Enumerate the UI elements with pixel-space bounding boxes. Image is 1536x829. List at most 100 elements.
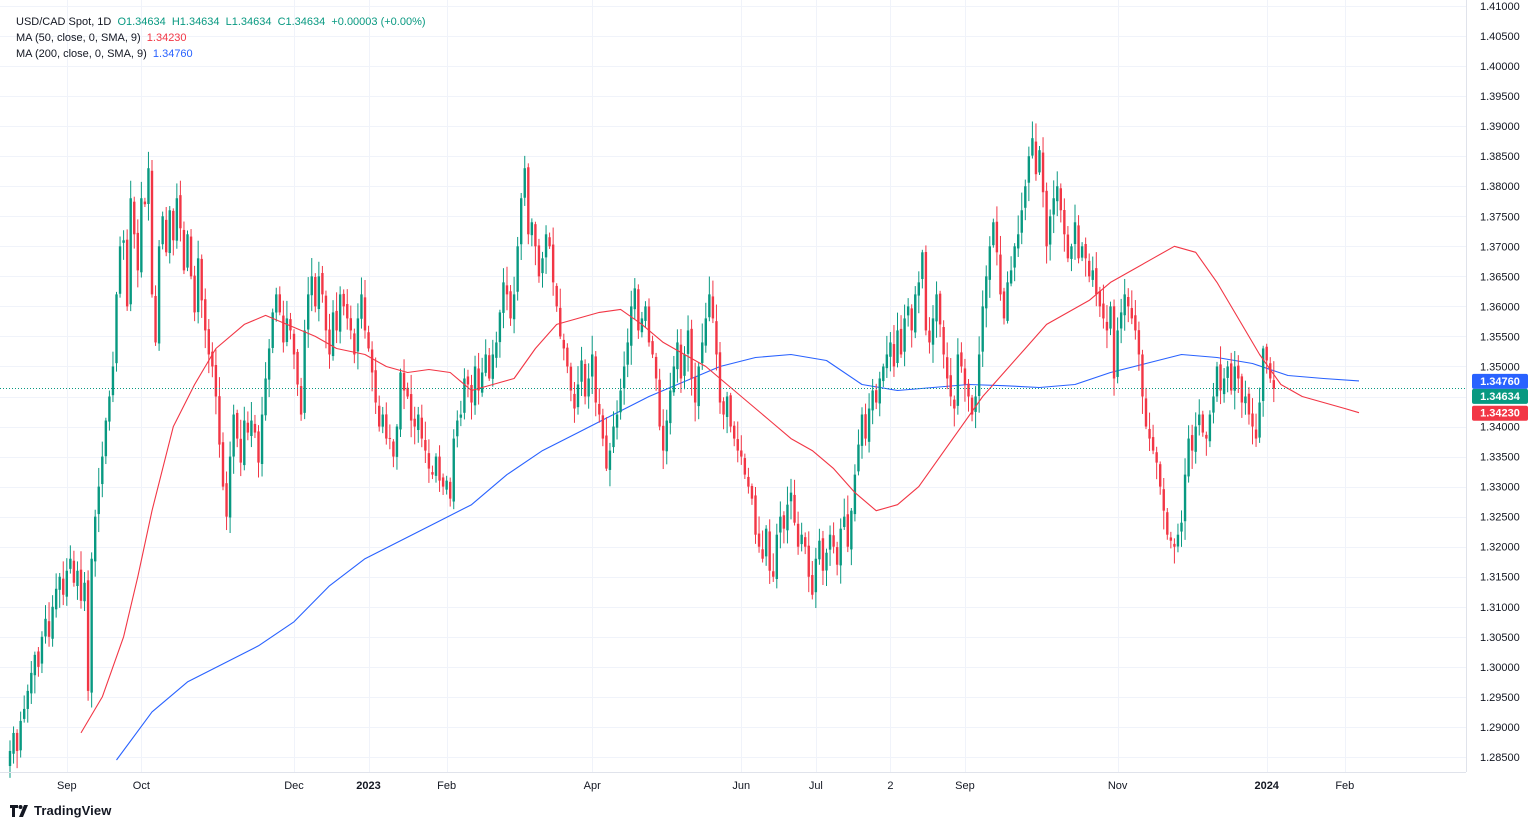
candles (8, 121, 1275, 778)
candle-body (537, 245, 541, 277)
candle-body (747, 476, 750, 487)
candle (452, 429, 455, 510)
ma50-line (80, 245, 1360, 734)
x-tick-label: Feb (1335, 780, 1354, 792)
candle (477, 352, 480, 405)
candle-body (1048, 216, 1052, 245)
candle (62, 561, 65, 606)
candle-body (69, 558, 72, 569)
candle-body (867, 408, 871, 442)
candle-body (697, 366, 700, 407)
candle-body (427, 453, 431, 469)
ma200-label: MA (200, close, 0, SMA, 9) (16, 48, 147, 60)
candle (647, 298, 651, 347)
candle-body (51, 606, 54, 639)
candle (1006, 271, 1009, 324)
x-tick-label: 2023 (356, 780, 380, 792)
candle (626, 328, 629, 378)
candle-body (1059, 188, 1062, 211)
candle (328, 313, 331, 369)
candle-body (1077, 225, 1080, 259)
candle (257, 425, 260, 478)
candle (502, 268, 505, 329)
symbol-label: USD/CAD Spot, 1D (16, 16, 112, 28)
candle (1063, 198, 1066, 252)
candle (381, 406, 384, 434)
candle-body (608, 450, 612, 470)
candle-body (669, 390, 672, 424)
x-axis[interactable]: Sep Oct Dec 2023 Feb Apr Jun Jul 2 Sep Nov 2024 Feb (0, 772, 1466, 793)
candle-body (715, 321, 718, 355)
candle-body (1137, 330, 1141, 355)
candle (537, 238, 541, 283)
candle-body (786, 504, 789, 531)
candle-body (906, 306, 910, 316)
grid (0, 0, 1466, 772)
candle-body (275, 294, 278, 313)
candle (811, 561, 814, 600)
candle (90, 552, 93, 708)
candle (409, 374, 413, 438)
y-tick-label: 1.29000 (1480, 722, 1520, 734)
candle-body (161, 216, 164, 245)
candle (857, 429, 860, 476)
candle (1173, 538, 1176, 564)
candle (928, 317, 931, 354)
candle (644, 301, 647, 328)
price-tag-box (1472, 388, 1528, 404)
candle (711, 280, 715, 324)
legend-ma50[interactable]: MA (50, close, 0, SMA, 9) 1.34230 (16, 30, 429, 46)
candle-body (324, 295, 328, 331)
candle (885, 335, 889, 378)
candle (1031, 121, 1034, 159)
candle-body (399, 372, 402, 430)
candle-body (1141, 354, 1144, 397)
candle-body (1247, 393, 1251, 415)
candle (722, 397, 725, 430)
candle-body (1198, 414, 1201, 426)
y-tick-label: 1.36500 (1480, 271, 1520, 283)
candle (143, 197, 147, 208)
price-tags: 1.34760 1.34634 1.34230 (1472, 373, 1528, 421)
candle-body (236, 412, 239, 439)
y-tick-label: 1.30000 (1480, 662, 1520, 674)
candle-body (647, 306, 651, 343)
candle-body (108, 396, 111, 422)
candle-body (555, 285, 558, 307)
candle-body (622, 366, 626, 389)
candle-body (764, 528, 768, 557)
candle-body (775, 534, 778, 580)
candle-body (963, 368, 967, 385)
candle-body (30, 672, 33, 694)
candle-body (97, 486, 100, 515)
candle-body (583, 363, 587, 397)
candle (701, 323, 704, 370)
candle-body (594, 356, 597, 403)
candle-body (317, 276, 321, 310)
candle-body (331, 312, 335, 357)
candle-body (1205, 434, 1208, 439)
candle (555, 283, 558, 312)
candle (498, 309, 502, 358)
candle-body (1233, 366, 1236, 391)
candle-body (548, 237, 551, 247)
candle-body (1194, 426, 1197, 452)
candle-body (157, 246, 161, 344)
legend-ohlc[interactable]: USD/CAD Spot, 1D O1.34634 H1.34634 L1.34… (16, 14, 429, 30)
tradingview-logo[interactable]: TradingView (10, 803, 111, 818)
candle (228, 441, 232, 534)
candle-body (1226, 366, 1229, 378)
y-tick-label: 1.41000 (1480, 1, 1520, 13)
candle (402, 359, 406, 410)
candle-body (463, 378, 466, 413)
candle-body (619, 390, 622, 413)
legend-ma200[interactable]: MA (200, close, 0, SMA, 9) 1.34760 (16, 46, 429, 62)
candle-body (644, 306, 647, 321)
candle-body (125, 239, 129, 307)
candle-body (885, 354, 889, 369)
candle (1176, 523, 1180, 553)
candle (800, 522, 803, 552)
candle-body (505, 285, 509, 295)
